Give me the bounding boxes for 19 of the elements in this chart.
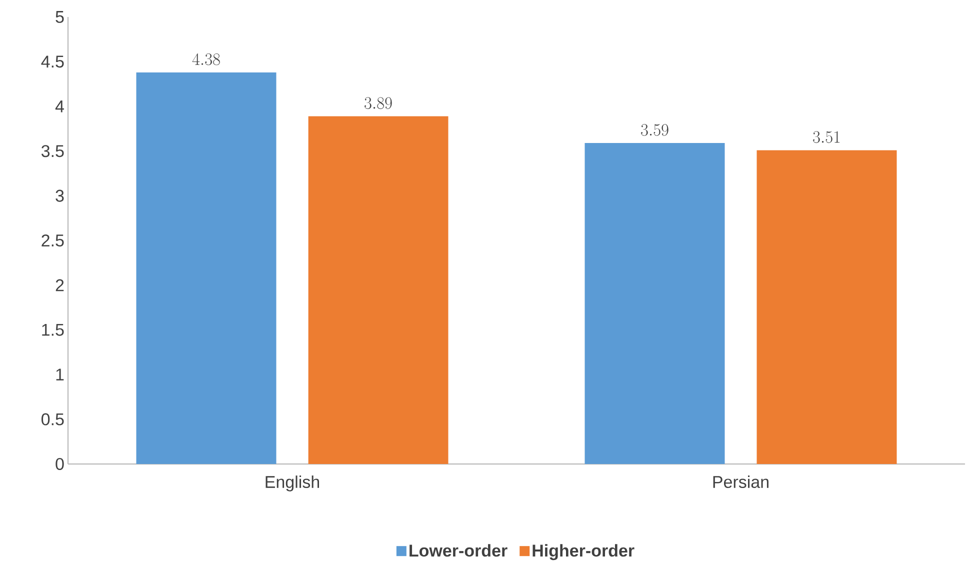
y-tick-label: 0.5 (42, 413, 64, 426)
data-label: 4.38 (192, 53, 220, 66)
y-tick-label: 0 (56, 458, 64, 470)
y-tick-label: 1 (56, 368, 64, 380)
data-label: 3.89 (364, 97, 392, 109)
data-label: 3.59 (641, 124, 668, 136)
y-tick-label: 5 (56, 11, 64, 23)
y-tick-label: 3 (56, 190, 64, 202)
legend-label: Higher-order (532, 544, 634, 560)
legend-label: Lower-order (410, 544, 508, 557)
x-tick-label: Persian (713, 476, 768, 488)
y-tick-label: 1.5 (42, 324, 64, 336)
data-label: 3.51 (813, 131, 840, 143)
x-tick-label: English (266, 476, 320, 492)
y-tick-label: 2 (56, 279, 64, 292)
y-tick-label: 3.5 (41, 145, 64, 158)
y-tick-label: 4 (55, 100, 64, 112)
y-tick-label: 4.5 (41, 56, 64, 68)
y-tick-label: 2.5 (42, 234, 64, 247)
